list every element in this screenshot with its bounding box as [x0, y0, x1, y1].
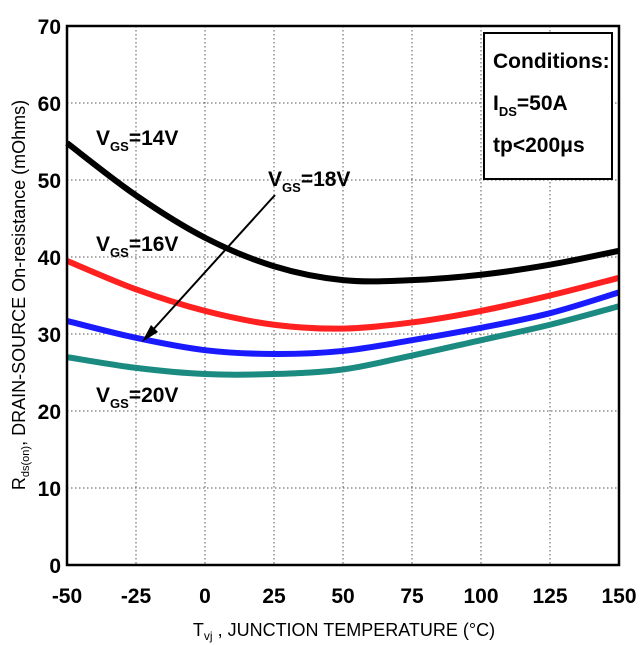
conditions-current: IDS=50A [493, 92, 568, 119]
series-line-vgs-14v [65, 140, 620, 285]
y-tick-label: 50 [38, 170, 61, 193]
x-tick-label: 0 [199, 585, 211, 608]
x-tick-label: 25 [262, 585, 286, 608]
x-axis-title: Tvj , JUNCTION TEMPERATURE (°C) [193, 620, 495, 643]
x-tick-label: 150 [601, 585, 636, 608]
label-vgs-20v: VGS=20V [96, 384, 178, 411]
x-tick-label: 100 [463, 585, 498, 608]
series-lines [65, 140, 620, 378]
x-tick-labels: -50 -25 0 25 50 75 100 125 150 [52, 585, 637, 608]
y-tick-label: 40 [38, 247, 61, 270]
y-tick-label: 10 [38, 478, 61, 501]
label-vgs-14v: VGS=14V [96, 127, 178, 154]
x-tick-label: -25 [121, 585, 152, 608]
y-tick-label: 60 [38, 93, 61, 116]
y-tick-label: 20 [38, 401, 61, 424]
annotation-arrow-head [142, 325, 158, 342]
conditions-box [483, 32, 613, 180]
conditions-pulse: tp<200μs [493, 134, 585, 157]
plot-frame [65, 24, 621, 567]
y-tick-labels: 0 10 20 30 40 50 60 70 [38, 16, 61, 578]
x-tick-label: 50 [331, 585, 354, 608]
y-tick-label: 70 [38, 16, 61, 39]
series-line-vgs-16v [65, 258, 620, 332]
y-axis-title: Rds(on), DRAIN-SOURCE On-resistance (mOh… [9, 100, 32, 490]
x-tick-label: -50 [52, 585, 82, 608]
series-line-vgs-20v [66, 303, 620, 378]
series-line-vgs-18v [66, 289, 620, 358]
y-tick-label: 0 [49, 555, 61, 578]
conditions-title: Conditions: [493, 50, 610, 73]
annotation-arrow-line [149, 194, 276, 334]
y-tick-label: 30 [38, 324, 61, 347]
x-tick-label: 75 [400, 585, 424, 608]
label-vgs-16v: VGS=16V [96, 233, 178, 260]
x-tick-label: 125 [532, 585, 567, 608]
label-vgs-18v: VGS=18V [268, 168, 350, 195]
